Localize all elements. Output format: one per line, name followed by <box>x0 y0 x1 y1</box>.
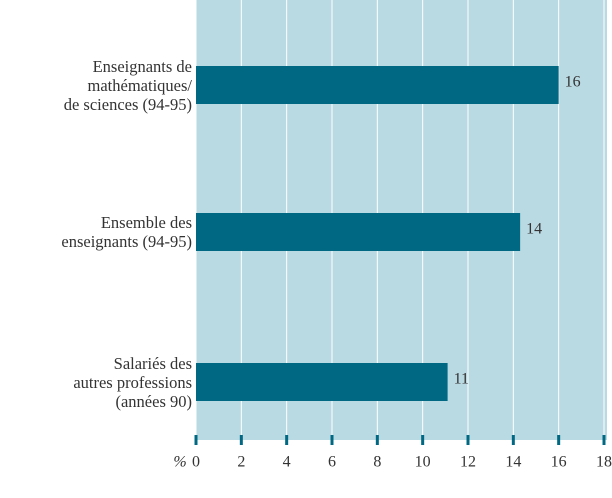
x-tick-label: 6 <box>328 454 336 471</box>
x-tick-label: 16 <box>551 454 567 471</box>
value-label: 14 <box>526 221 542 238</box>
x-tick-label: 18 <box>596 454 612 471</box>
category-label: Enseignants de mathématiques/ de science… <box>63 56 192 114</box>
x-tick-label: 2 <box>237 454 245 471</box>
x-tick-label: 10 <box>415 454 431 471</box>
bar <box>196 363 448 401</box>
x-axis-label: % <box>173 454 186 471</box>
value-label: 11 <box>454 371 469 388</box>
category-label: Ensemble des enseignants (94-95) <box>61 213 192 251</box>
x-tick-label: 0 <box>192 454 200 471</box>
x-tick-label: 12 <box>460 454 476 471</box>
bar <box>196 213 521 251</box>
x-tick-label: 8 <box>373 454 381 471</box>
x-tick-label: 4 <box>283 454 291 471</box>
x-tick-label: 14 <box>505 454 521 471</box>
value-label: 16 <box>565 74 581 91</box>
bar <box>196 66 559 104</box>
category-label: Salariés des autres professions (années … <box>73 353 192 411</box>
